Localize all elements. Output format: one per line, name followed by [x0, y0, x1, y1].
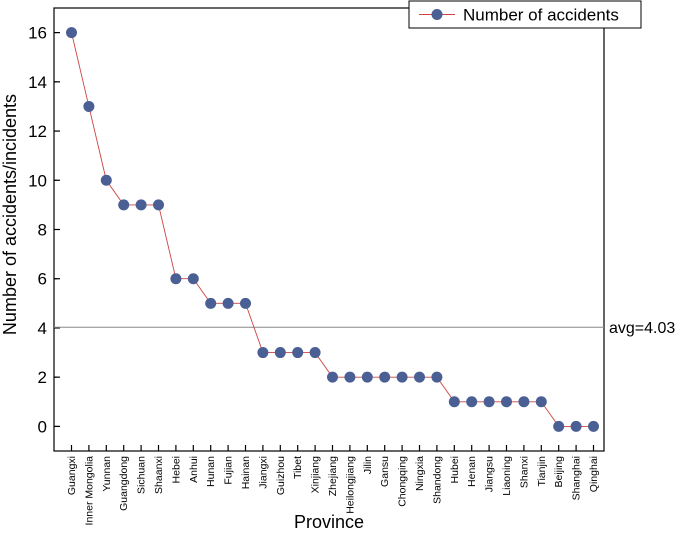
x-tick-label: Anhui [188, 456, 200, 483]
y-tick-label: 10 [28, 171, 47, 190]
y-axis-title: Number of accidents/incidents [0, 94, 20, 335]
x-tick-label: Jiangxi [257, 456, 269, 489]
data-point [431, 371, 443, 383]
x-tick-label: Guangxi [66, 456, 78, 495]
plot-area [53, 7, 605, 452]
data-point [466, 396, 478, 408]
data-point [135, 199, 147, 211]
data-point [344, 371, 356, 383]
y-tick-label: 2 [38, 368, 47, 387]
data-point [553, 420, 565, 432]
data-point [309, 347, 321, 359]
data-point [379, 371, 391, 383]
legend-marker [431, 9, 443, 20]
x-tick-label: Inner Mongolia [83, 456, 95, 526]
x-tick-label: Tianjin [536, 456, 548, 487]
data-point [118, 199, 130, 211]
x-tick-label: Ningxia [414, 456, 426, 491]
x-tick-label: Yunnan [101, 456, 113, 492]
x-tick-label: Shanghai [571, 456, 583, 500]
x-tick-label: Heilongjiang [344, 456, 356, 514]
data-point [535, 396, 547, 408]
x-tick-label: Hunan [205, 456, 217, 487]
data-point [66, 27, 77, 39]
data-point [327, 371, 338, 383]
x-tick-label: Sichuan [136, 456, 148, 494]
x-tick-label: Shaanxi [153, 456, 165, 494]
x-tick-label: Chongqing [397, 456, 409, 507]
series-line [71, 32, 594, 427]
y-tick-label: 14 [28, 73, 47, 92]
x-tick-label: Jilin [362, 456, 374, 474]
data-point [448, 396, 460, 408]
x-tick-label: Qinghai [588, 456, 600, 492]
x-tick-label: Zhejiang [327, 456, 339, 496]
data-point [588, 420, 599, 432]
data-point [501, 396, 512, 408]
x-tick-label: Beijing [553, 456, 565, 488]
x-axis-title: Province [294, 512, 364, 532]
x-tick-label: Jiangsu [484, 456, 496, 492]
data-point [483, 396, 495, 408]
data-point [414, 371, 425, 383]
data-point [361, 371, 373, 383]
data-point [187, 273, 199, 285]
y-tick-label: 0 [38, 417, 47, 436]
y-axis-ticks: 0 2 4 6 8 10 12 14 16 [28, 24, 60, 436]
x-tick-label: Hebei [170, 456, 182, 483]
data-point [205, 297, 217, 309]
x-tick-label: Shandong [431, 456, 443, 504]
data-point [240, 297, 251, 309]
x-tick-label: Henan [466, 456, 478, 487]
legend-label: Number of accidents [463, 6, 619, 25]
x-tick-label: Shanxi [518, 456, 530, 488]
legend[interactable]: Number of accidents [408, 0, 642, 29]
y-tick-label: 4 [38, 319, 47, 338]
data-point [222, 297, 234, 309]
data-point [153, 199, 164, 211]
data-point [518, 396, 530, 408]
y-tick-label: 8 [38, 221, 47, 240]
y-tick-label: 16 [28, 24, 47, 43]
plot-frame [53, 7, 605, 452]
x-tick-label: Guizhou [275, 456, 287, 495]
x-tick-label: Hubei [449, 456, 461, 483]
data-point [83, 100, 95, 112]
data-point [292, 347, 304, 359]
data-point [257, 347, 269, 359]
average-line-label: avg=4.03 [609, 320, 675, 337]
data-point [396, 371, 408, 383]
data-point [100, 174, 112, 186]
x-axis-ticks: Guangxi Inner Mongolia Yunnan Guangdong Sich… [66, 445, 600, 525]
data-point [274, 347, 286, 359]
x-tick-label: Fujian [223, 456, 235, 485]
x-tick-label: Liaoning [501, 456, 513, 496]
x-tick-label: Guangdong [118, 456, 130, 511]
y-tick-label: 6 [38, 270, 47, 289]
y-tick-label: 12 [28, 122, 47, 141]
x-tick-label: Hainan [240, 456, 252, 489]
x-tick-label: Tibet [292, 456, 304, 479]
x-tick-label: Xinjiang [310, 456, 322, 494]
data-point [570, 420, 582, 432]
average-reference-line: avg=4.03 [54, 320, 675, 337]
series-layer [66, 27, 599, 432]
x-tick-label: Gansu [379, 456, 391, 487]
data-point [170, 273, 182, 285]
